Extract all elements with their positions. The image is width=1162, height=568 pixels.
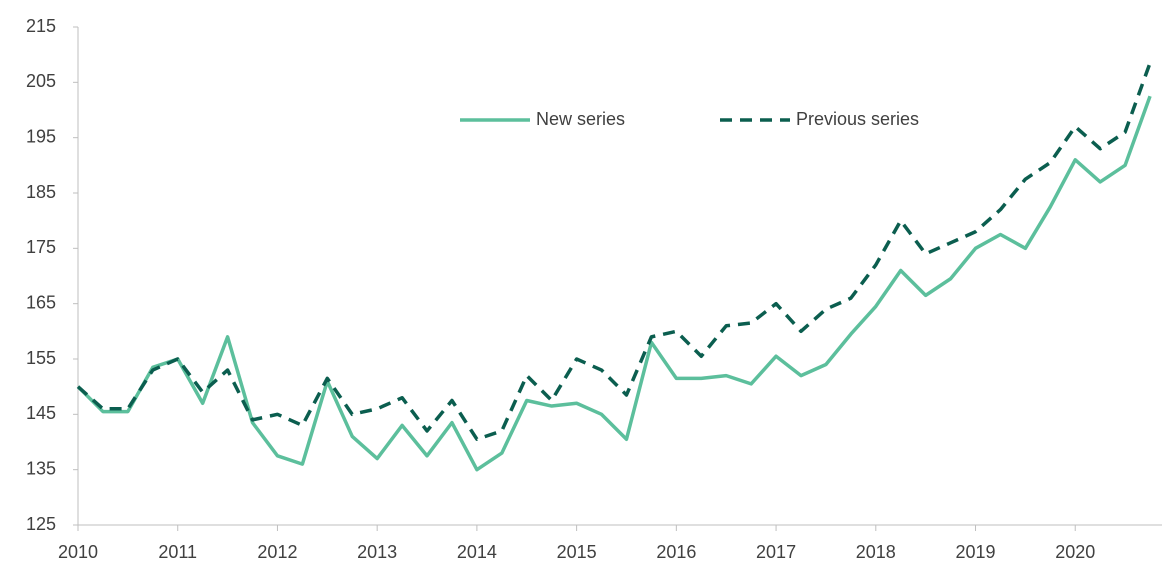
x-tick-label: 2015 (557, 542, 597, 562)
x-tick-label: 2013 (357, 542, 397, 562)
x-tick-label: 2020 (1055, 542, 1095, 562)
y-tick-label: 135 (26, 458, 56, 478)
y-tick-label: 185 (26, 182, 56, 202)
series-line (76, 95, 1152, 472)
x-tick-label: 2019 (955, 542, 995, 562)
y-tick-label: 165 (26, 292, 56, 312)
y-tick-label: 155 (26, 348, 56, 368)
x-tick-label: 2010 (58, 542, 98, 562)
y-tick-label: 215 (26, 16, 56, 36)
x-tick-label: 2014 (457, 542, 497, 562)
x-tick-label: 2017 (756, 542, 796, 562)
x-tick-label: 2012 (257, 542, 297, 562)
y-tick-label: 125 (26, 514, 56, 534)
y-tick-label: 175 (26, 237, 56, 257)
y-tick-label: 195 (26, 126, 56, 146)
x-tick-label: 2011 (158, 542, 197, 562)
x-tick-label: 2018 (856, 542, 896, 562)
legend-label: New series (536, 109, 625, 129)
legend-label: Previous series (796, 109, 919, 129)
y-tick-label: 205 (26, 71, 56, 91)
x-tick-label: 2016 (656, 542, 696, 562)
y-tick-label: 145 (26, 403, 56, 423)
series-line (76, 62, 1152, 441)
